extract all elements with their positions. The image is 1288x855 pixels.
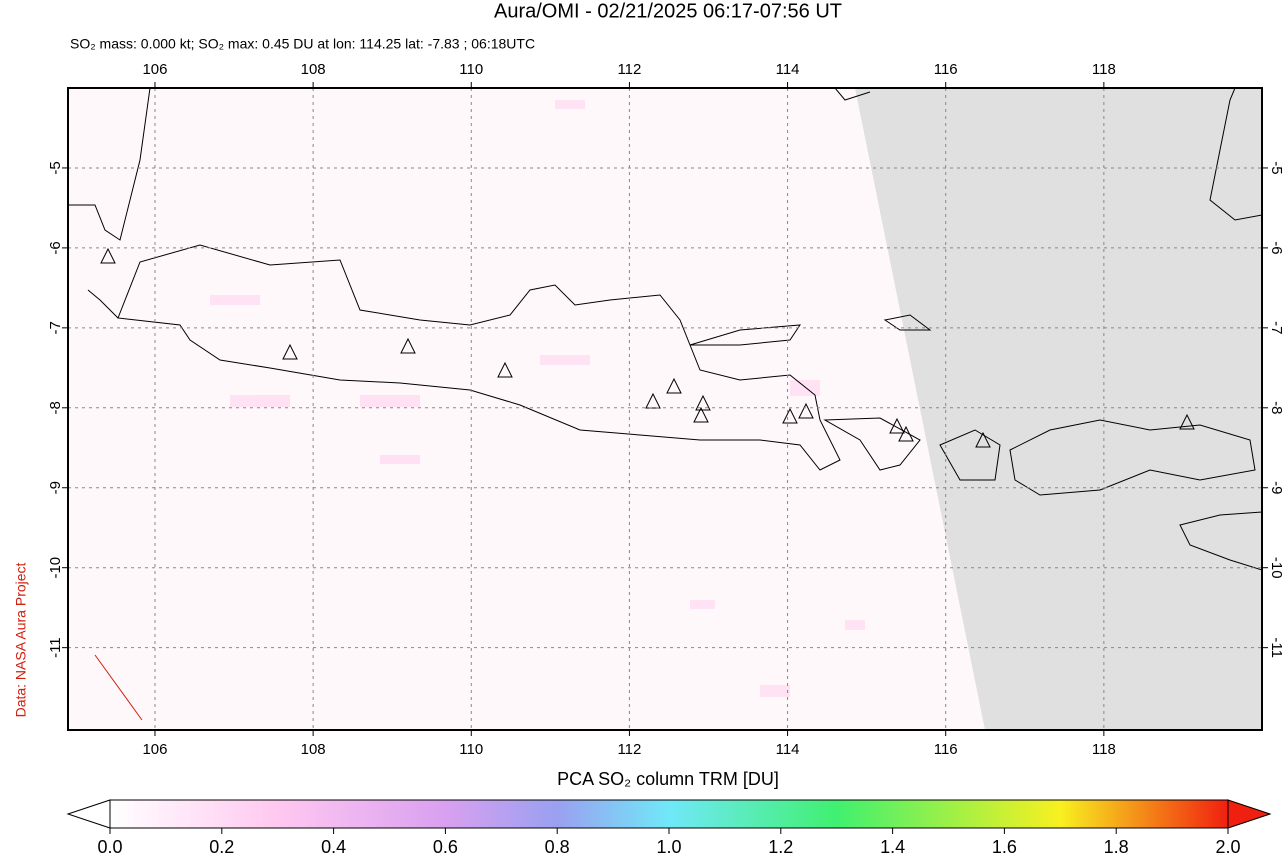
volcano bbox=[975, 431, 991, 448]
x-tick-label: 110 bbox=[459, 741, 483, 758]
volcano bbox=[782, 407, 798, 424]
colorbar-tick-label: 0.4 bbox=[321, 837, 346, 855]
colorbar-label: PCA SO₂ column TRM [DU] bbox=[557, 769, 779, 789]
x-tick-label: 106 bbox=[142, 741, 167, 758]
x-tick-label: 118 bbox=[1092, 741, 1116, 758]
x-tick-label: 116 bbox=[934, 61, 958, 78]
map-area bbox=[68, 88, 1262, 730]
colorbar bbox=[109, 799, 1229, 829]
colorbar-tick-label: 0.2 bbox=[209, 837, 234, 855]
x-tick-label: 108 bbox=[301, 61, 326, 78]
x-tick-label: 114 bbox=[776, 61, 800, 78]
y-tick-label: -10 bbox=[1268, 557, 1285, 579]
colorbar-ticks: 0.0 0.2 0.4 0.6 0.8 1.0 1.2 1.4 1.6 1.8 2.0 bbox=[97, 828, 1241, 855]
so2-retrievals bbox=[210, 100, 865, 697]
gridlines bbox=[68, 88, 1262, 730]
x-tick-label: 106 bbox=[142, 61, 167, 78]
x-tick-label: 118 bbox=[1092, 61, 1116, 78]
volcano bbox=[798, 402, 814, 419]
colorbar-tick-label: 1.0 bbox=[656, 837, 681, 855]
y-tick-label: -9 bbox=[1268, 481, 1285, 494]
colorbar-tick-label: 1.8 bbox=[1104, 837, 1129, 855]
colorbar-tick-label: 0.6 bbox=[433, 837, 458, 855]
coastlines bbox=[68, 88, 1262, 571]
volcano bbox=[898, 425, 914, 442]
map-frame bbox=[67, 87, 1263, 731]
volcano bbox=[889, 417, 905, 434]
y-tick-label: -7 bbox=[1268, 321, 1285, 334]
colorbar-tick-label: 1.4 bbox=[880, 837, 905, 855]
colorbar-tick-label: 0.0 bbox=[97, 837, 122, 855]
y-tick-label: -8 bbox=[1268, 401, 1285, 414]
y-tick-label: -7 bbox=[47, 321, 64, 334]
volcano bbox=[666, 377, 682, 394]
y-tick-label: -5 bbox=[1268, 161, 1285, 174]
y-tick-label: -6 bbox=[1268, 241, 1285, 254]
axis-ticks: 106 106 108 108 110 110 112 112 114 114 116 116 118 1… bbox=[47, 61, 1285, 758]
volcano bbox=[100, 247, 116, 264]
colorbar-tick-label: 1.2 bbox=[768, 837, 793, 855]
y-tick-label: -9 bbox=[47, 481, 64, 494]
volcano bbox=[282, 343, 298, 360]
y-tick-label: -8 bbox=[47, 401, 64, 414]
colorbar-tick-label: 1.6 bbox=[992, 837, 1017, 855]
title: Aura/OMI - 02/21/2025 06:17-07:56 UT bbox=[494, 0, 842, 22]
x-tick-label: 114 bbox=[776, 741, 800, 758]
x-tick-label: 108 bbox=[301, 741, 326, 758]
volcano bbox=[693, 406, 709, 423]
orbit-edge bbox=[94, 654, 143, 721]
x-tick-label: 110 bbox=[459, 61, 483, 78]
volcano bbox=[497, 361, 513, 378]
colorbar-over bbox=[1227, 799, 1272, 829]
x-tick-label: 116 bbox=[934, 741, 958, 758]
volcano bbox=[1179, 413, 1195, 430]
x-tick-label: 112 bbox=[617, 61, 641, 78]
y-tick-label: -10 bbox=[47, 557, 64, 579]
volcano bbox=[400, 337, 416, 354]
colorbar-under bbox=[66, 799, 111, 829]
no-data-region bbox=[855, 88, 1262, 730]
credit: Data: NASA Aura Project bbox=[13, 562, 29, 717]
y-tick-label: -11 bbox=[47, 637, 64, 658]
subtitle: SO₂ mass: 0.000 kt; SO₂ max: 0.45 DU at … bbox=[70, 36, 535, 52]
volcano bbox=[695, 394, 711, 411]
volcanoes bbox=[100, 247, 1195, 448]
y-tick-label: -5 bbox=[47, 161, 64, 174]
volcano bbox=[645, 392, 661, 409]
x-tick-label: 112 bbox=[617, 741, 641, 758]
colorbar-tick-label: 2.0 bbox=[1215, 837, 1240, 855]
colorbar-tick-label: 0.8 bbox=[545, 837, 570, 855]
y-tick-label: -11 bbox=[1268, 637, 1285, 658]
y-tick-label: -6 bbox=[47, 241, 64, 254]
